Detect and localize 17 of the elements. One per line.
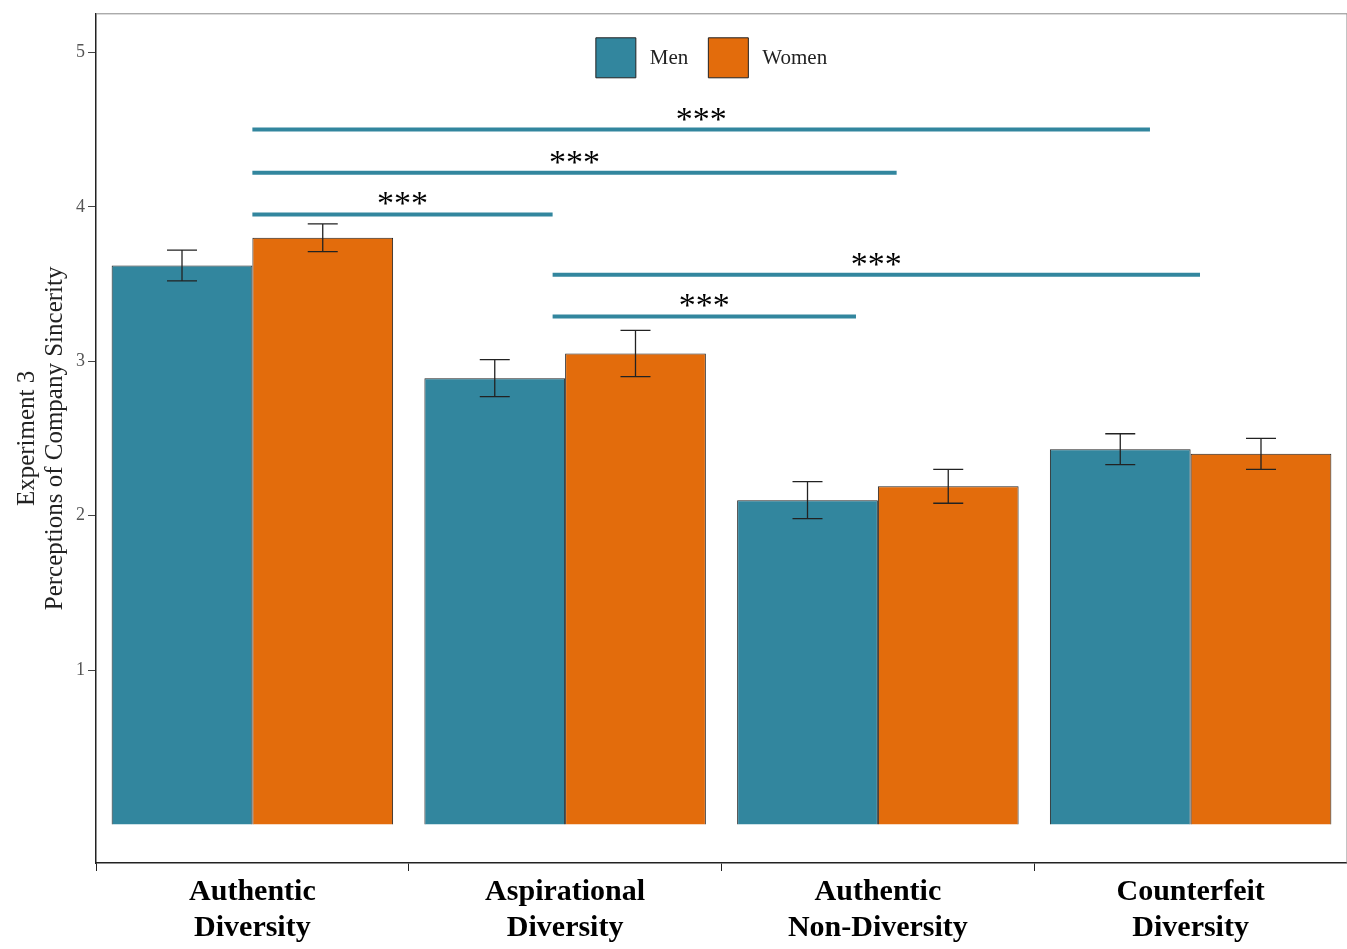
legend-label: Men (649, 45, 689, 70)
x-tick-label: Authentic Non-Diversity (787, 872, 968, 942)
annotation: *** (376, 184, 428, 222)
x-tick-label: Authentic Diversity (189, 872, 316, 942)
x-tick-label: Counterfeit Diversity (1116, 872, 1265, 942)
y-axis-title: Experiment 3 Perceptions of Company Sincerity (12, 266, 67, 611)
y-tick-label: 3 (76, 349, 85, 370)
y-tick-label: 2 (76, 504, 85, 525)
y-tick-label: 4 (76, 195, 85, 216)
y-tick-label: 1 (76, 658, 85, 679)
y-tick-label: 5 (76, 41, 85, 62)
annotation: *** (675, 99, 727, 137)
annotation: *** (678, 286, 730, 324)
annotation: *** (850, 244, 902, 282)
annotation: *** (549, 142, 601, 180)
x-tick-label: Aspirational Diversity (485, 872, 646, 942)
legend-label: Women (762, 45, 828, 70)
